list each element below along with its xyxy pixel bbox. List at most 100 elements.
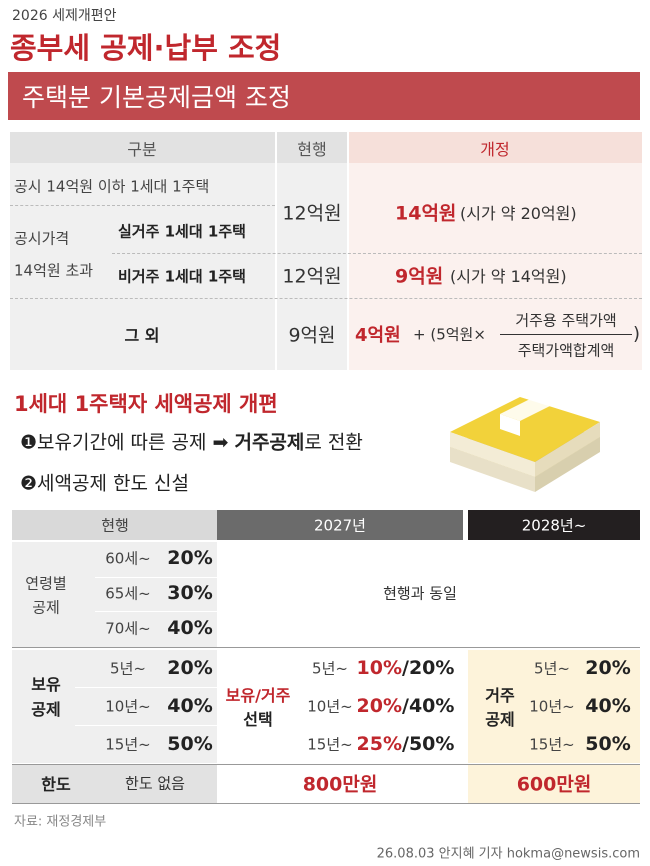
source: 자료: 재정경제부 <box>14 814 107 830</box>
separator <box>75 687 217 688</box>
column-header: 2027년 <box>314 516 366 535</box>
rate: 25% <box>356 733 402 755</box>
fraction-bar <box>500 334 632 335</box>
rate: /50% <box>402 733 455 755</box>
money-illustration <box>450 392 600 492</box>
note: (시가 약 20억원) <box>460 204 577 223</box>
table1-bg <box>10 132 275 370</box>
title: 종부세 공제·납부 조정 <box>10 31 282 65</box>
cell-text: 800만원 <box>302 773 378 796</box>
table2-header <box>217 510 463 540</box>
group-label: 한도 <box>41 775 71 794</box>
item-number: ❶ <box>20 431 38 454</box>
item-text: 보유기간에 따른 공제 <box>37 431 207 454</box>
arrow: ➡ <box>212 431 229 454</box>
row-label: 실거주 1세대 1주택 <box>118 222 246 241</box>
table2-header <box>468 510 640 540</box>
rate: /20% <box>402 657 455 679</box>
section-title: 1세대 1주택자 세액공제 개편 <box>14 392 278 416</box>
row-label: 60세~ <box>105 549 151 568</box>
cell-bg <box>468 650 640 763</box>
row-label: 공시 14억원 이하 1세대 1주택 <box>14 177 210 196</box>
formula-text: ) <box>633 323 641 345</box>
row-label: 비거주 1세대 1주택 <box>118 267 246 286</box>
list-item: ❷세액공제 한도 신설 <box>20 469 189 496</box>
rate: /40% <box>402 695 455 717</box>
row-label: 10년~ <box>307 697 353 716</box>
item-number: ❷ <box>20 472 38 495</box>
group-label: 14억원 초과 <box>14 261 94 280</box>
formula-text: + (5억원× <box>413 325 486 344</box>
row-label: 15년~ <box>105 735 151 754</box>
row-label: 그 외 <box>124 326 160 345</box>
formula-denominator: 주택가액합계액 <box>517 341 615 360</box>
current-value: 12억원 <box>282 202 342 225</box>
separator <box>95 577 217 578</box>
item-text: 세액공제 한도 신설 <box>37 472 189 495</box>
cell-bg <box>12 542 217 647</box>
item-text: 로 전환 <box>304 431 363 454</box>
table1-header <box>277 132 347 163</box>
row-label: 10년~ <box>529 697 575 716</box>
item-bold: 거주공제 <box>234 431 305 454</box>
rate: 20% <box>356 695 402 717</box>
column-header: 개정 <box>480 140 510 159</box>
banner-text: 주택분 기본공제금액 조정 <box>22 83 291 112</box>
rate: 10% <box>356 657 402 679</box>
banner <box>8 72 640 120</box>
cell-text: 한도 없음 <box>125 774 185 793</box>
note: (시가 약 14억원) <box>450 267 567 286</box>
separator <box>75 725 217 726</box>
row-label: 10년~ <box>105 697 151 716</box>
separator <box>10 205 110 206</box>
rate: 50% <box>167 733 213 755</box>
table1-header <box>349 132 642 163</box>
rate: 20% <box>167 547 213 569</box>
cell-text: 공제 <box>485 710 515 729</box>
table2-header <box>12 510 217 540</box>
formula-base: 4억원 <box>355 325 401 346</box>
separator <box>12 803 640 804</box>
rate: 30% <box>167 582 213 604</box>
rate: 40% <box>167 695 213 717</box>
row-label: 5년~ <box>534 659 570 678</box>
group-label: 보유 <box>31 675 61 694</box>
cell-text: 선택 <box>243 710 273 729</box>
table1-bg <box>277 132 347 370</box>
row-label: 15년~ <box>529 735 575 754</box>
separator <box>12 764 640 765</box>
group-label: 공제 <box>31 700 61 719</box>
table1-bg <box>349 132 642 370</box>
revised-value: 14억원 <box>395 202 457 225</box>
rate: 20% <box>167 657 213 679</box>
separator <box>112 205 275 206</box>
column-header: 구분 <box>127 140 157 159</box>
row-label: 5년~ <box>312 659 348 678</box>
rate: 40% <box>167 617 213 639</box>
column-header: 2028년~ <box>521 516 587 535</box>
row-label: 15년~ <box>307 735 353 754</box>
cell-text: 거주 <box>485 686 515 705</box>
row-label: 70세~ <box>105 619 151 638</box>
credit: 26.08.03 안지혜 기자 hokma@newsis.com <box>376 846 640 862</box>
group-label: 공시가격 <box>14 229 70 248</box>
group-label: 연령별 <box>25 574 67 593</box>
separator <box>95 611 217 612</box>
current-value: 12억원 <box>282 265 342 288</box>
cell-text: 600만원 <box>516 773 592 796</box>
formula-numerator: 거주용 주택가액 <box>515 311 617 330</box>
separator <box>10 298 642 299</box>
column-header: 현행 <box>101 516 129 535</box>
current-value: 9억원 <box>288 324 336 347</box>
cell-text: 현행과 동일 <box>383 584 457 603</box>
cell-bg <box>468 765 640 803</box>
revised-value: 9억원 <box>395 265 444 288</box>
rate: 20% <box>585 657 631 679</box>
row-label: 5년~ <box>110 659 146 678</box>
cell-bg <box>12 765 217 803</box>
kicker: 2026 세제개편안 <box>12 8 117 24</box>
separator <box>112 253 642 254</box>
rate: 40% <box>585 695 631 717</box>
